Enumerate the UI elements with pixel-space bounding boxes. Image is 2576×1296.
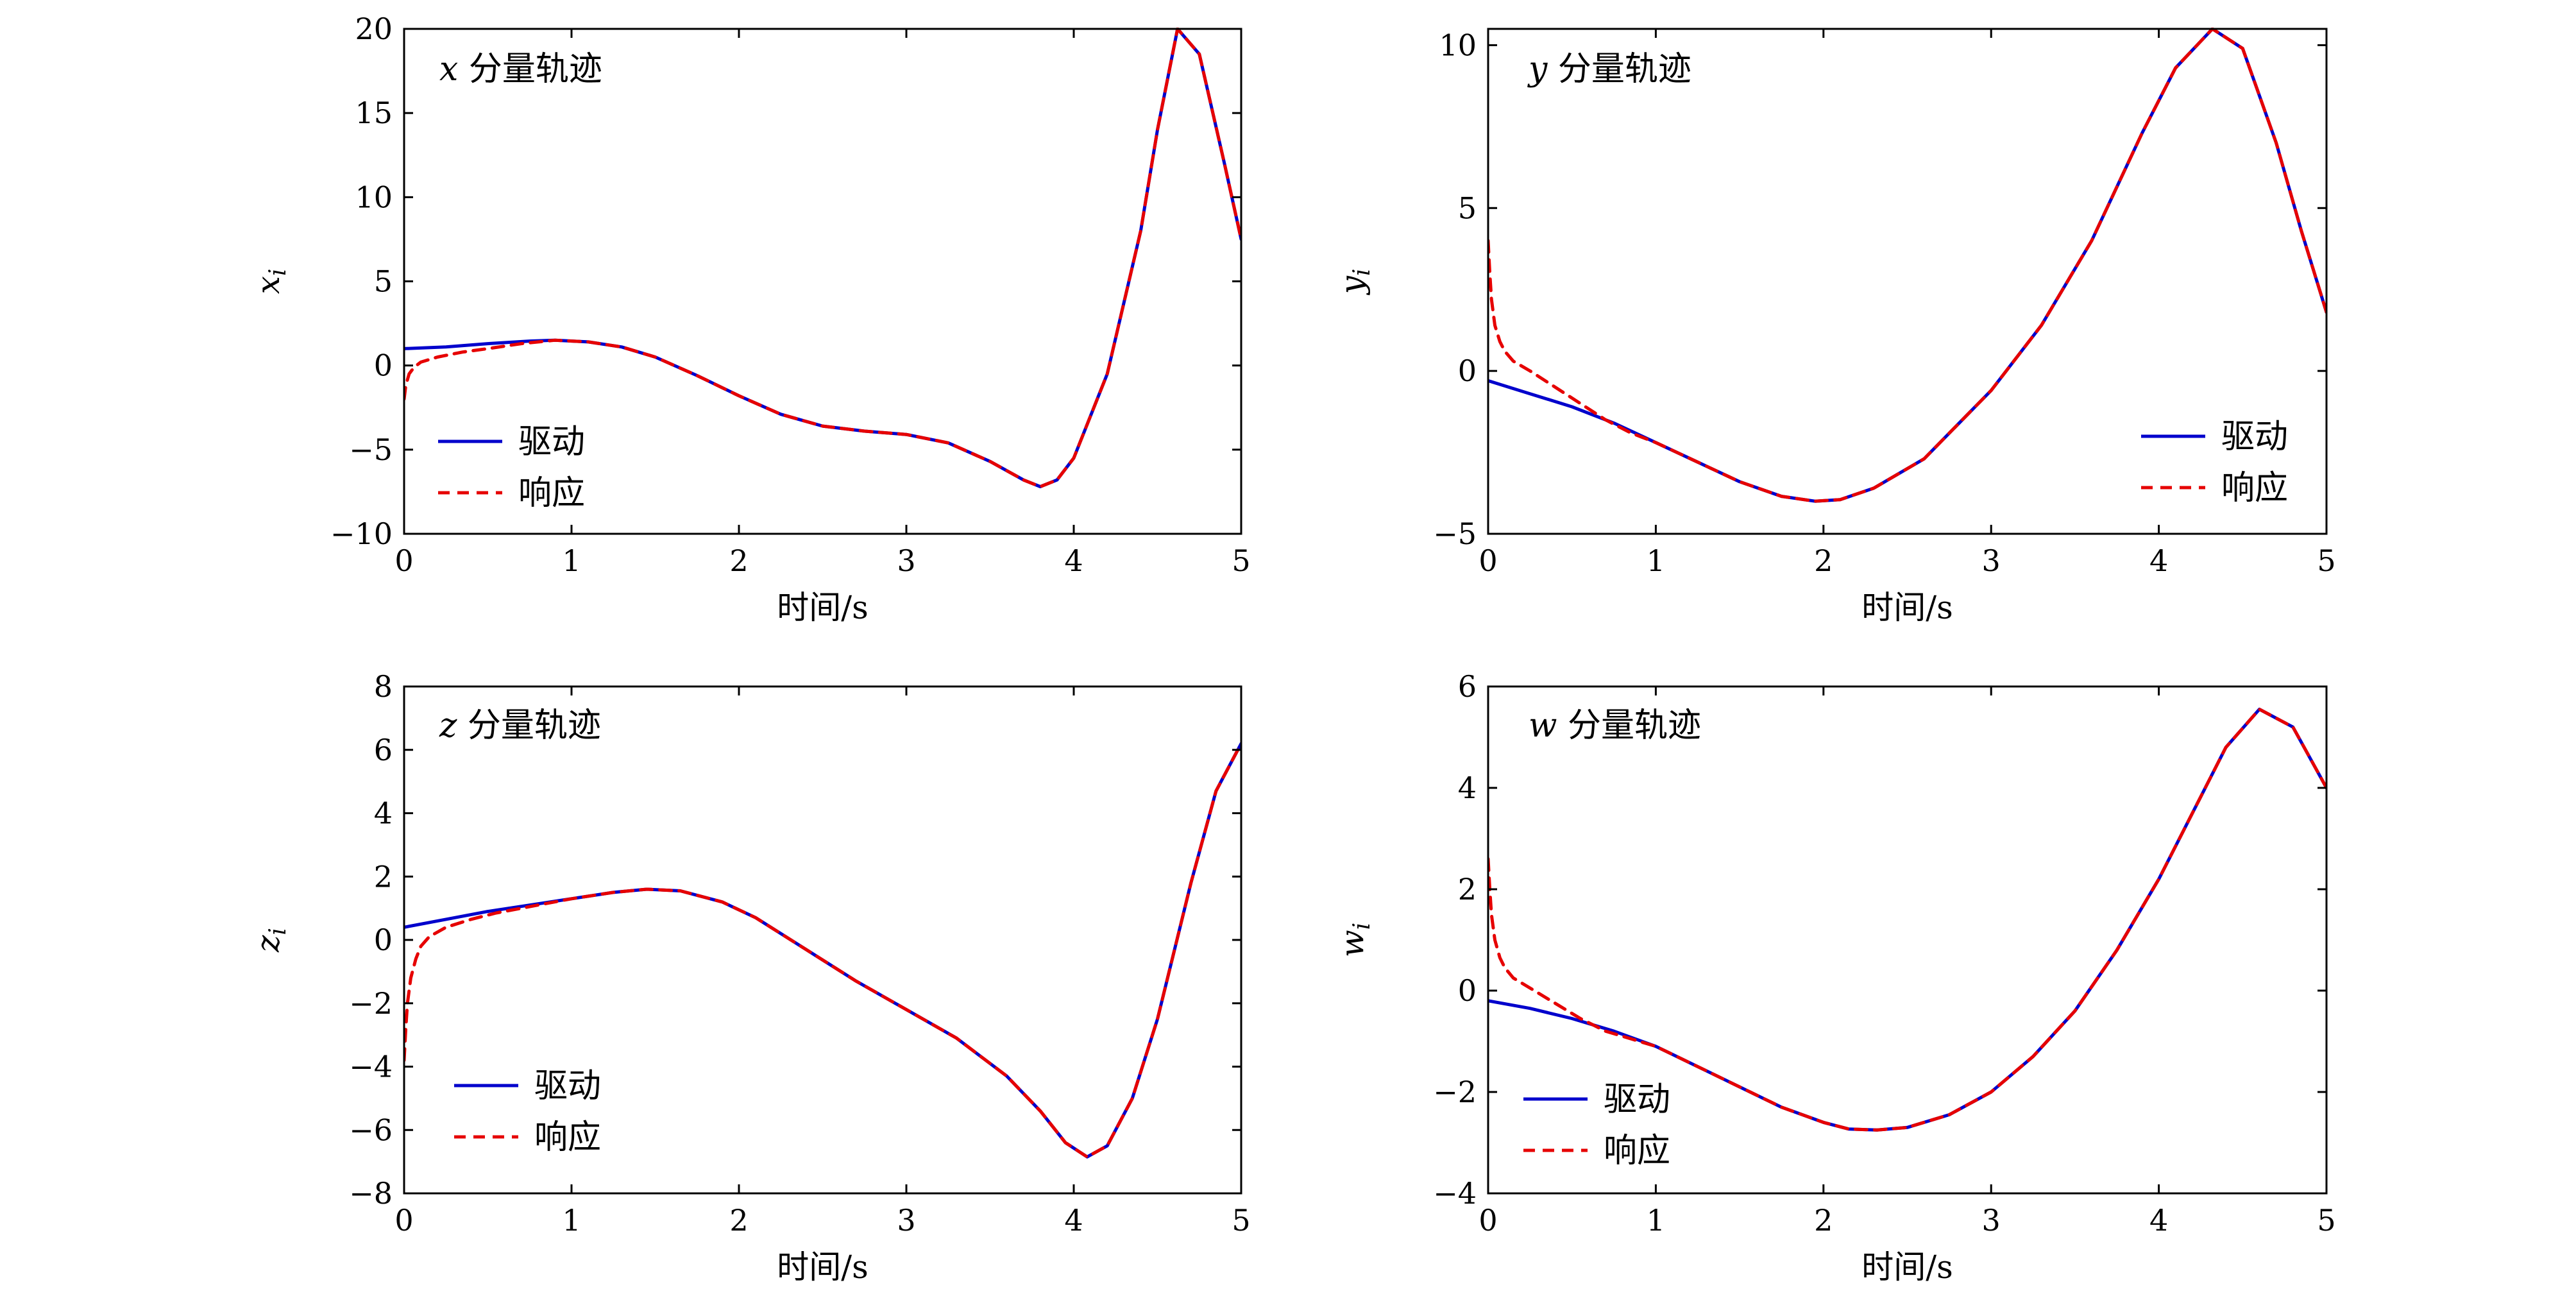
- x-axis-label: 时间/s: [777, 1249, 869, 1286]
- x-axis-label: 时间/s: [1861, 1249, 1953, 1286]
- y-tick-label: 5: [374, 264, 393, 299]
- x-tick-label: 4: [1064, 543, 1083, 578]
- x-tick-label: 3: [1982, 1203, 2001, 1238]
- y-tick-label: −10: [330, 516, 393, 551]
- y-tick-label: −2: [349, 986, 393, 1021]
- y-tick-label: 0: [1458, 354, 1477, 388]
- y-tick-label: −4: [349, 1050, 393, 1084]
- series-line-response: [1488, 28, 2326, 503]
- x-tick-label: 1: [1647, 1203, 1665, 1238]
- x-tick-label: 1: [562, 1203, 580, 1238]
- x-tick-label: 0: [394, 543, 413, 578]
- y-tick-label: 0: [374, 923, 393, 957]
- y-axis-label: xi: [250, 269, 291, 294]
- x-tick-label: 2: [729, 543, 748, 578]
- plot-frame: [1487, 28, 2328, 535]
- series-line-drive: [1488, 28, 2326, 503]
- y-tick-label: 20: [355, 12, 393, 46]
- y-axis-label: wi: [1334, 923, 1375, 957]
- legend-label: 驱动: [534, 1067, 601, 1105]
- series-line-drive: [404, 742, 1241, 1159]
- x-tick-label: 0: [1479, 1203, 1497, 1238]
- x-tick-label: 4: [1064, 1203, 1083, 1238]
- y-tick-label: 10: [355, 180, 393, 214]
- x-tick-label: 2: [1814, 543, 1833, 578]
- x-tick-label: 4: [2149, 1203, 2168, 1238]
- x-tick-label: 4: [2149, 543, 2168, 578]
- x-axis-label: 时间/s: [1861, 589, 1953, 626]
- y-tick-label: 5: [1458, 191, 1477, 225]
- legend-label: 响应: [518, 474, 585, 513]
- x-tick-label: 2: [729, 1203, 748, 1238]
- plot-frame: [1487, 685, 2328, 1195]
- x-tick-label: 0: [394, 1203, 413, 1238]
- x-tick-label: 5: [2317, 543, 2335, 578]
- legend-label: 响应: [534, 1118, 601, 1157]
- plot-frame: [403, 685, 1242, 1195]
- x-axis-label: 时间/s: [777, 589, 869, 626]
- y-tick-label: 6: [374, 733, 393, 767]
- panel-title: y 分量轨迹: [1527, 50, 1691, 89]
- y-tick-label: 6: [1458, 669, 1477, 704]
- y-tick-label: 0: [1458, 973, 1477, 1008]
- series-line-drive: [1488, 708, 2326, 1132]
- legend-label: 响应: [1604, 1132, 1670, 1170]
- y-tick-label: −8: [349, 1176, 393, 1211]
- legend-label: 响应: [2221, 469, 2288, 507]
- panel-title: z 分量轨迹: [439, 706, 601, 745]
- y-tick-label: 4: [1458, 771, 1477, 805]
- y-tick-label: 10: [1439, 28, 1477, 62]
- y-tick-label: −4: [1433, 1176, 1477, 1211]
- y-tick-label: 8: [374, 669, 393, 704]
- series-line-response: [1488, 708, 2326, 1132]
- x-tick-label: 1: [562, 543, 580, 578]
- y-tick-label: 0: [374, 348, 393, 383]
- y-axis-label: zi: [250, 928, 291, 953]
- series-line-response: [404, 28, 1241, 488]
- x-tick-label: 3: [1982, 543, 2001, 578]
- panel-title: x 分量轨迹: [439, 50, 602, 89]
- x-tick-label: 1: [1647, 543, 1665, 578]
- x-tick-label: 3: [897, 1203, 915, 1238]
- legend-label: 驱动: [1604, 1080, 1670, 1119]
- y-axis-label: yi: [1334, 269, 1375, 296]
- y-tick-label: 2: [1458, 872, 1477, 907]
- x-tick-label: 3: [897, 543, 915, 578]
- x-tick-label: 2: [1814, 1203, 1833, 1238]
- y-tick-label: −5: [349, 432, 393, 467]
- x-tick-label: 5: [1232, 543, 1250, 578]
- y-tick-label: 2: [374, 859, 393, 894]
- y-tick-label: −2: [1433, 1075, 1477, 1109]
- y-tick-label: 4: [374, 796, 393, 831]
- x-tick-label: 0: [1479, 543, 1497, 578]
- legend-label: 驱动: [2221, 418, 2288, 456]
- y-tick-label: −5: [1433, 516, 1477, 551]
- panel-title: w 分量轨迹: [1529, 706, 1701, 745]
- series-line-drive: [404, 28, 1241, 488]
- x-tick-label: 5: [2317, 1203, 2335, 1238]
- x-tick-label: 5: [1232, 1203, 1250, 1238]
- series-line-response: [404, 742, 1241, 1159]
- y-tick-label: 15: [355, 96, 393, 130]
- legend-label: 驱动: [518, 423, 585, 461]
- y-tick-label: −6: [349, 1113, 393, 1147]
